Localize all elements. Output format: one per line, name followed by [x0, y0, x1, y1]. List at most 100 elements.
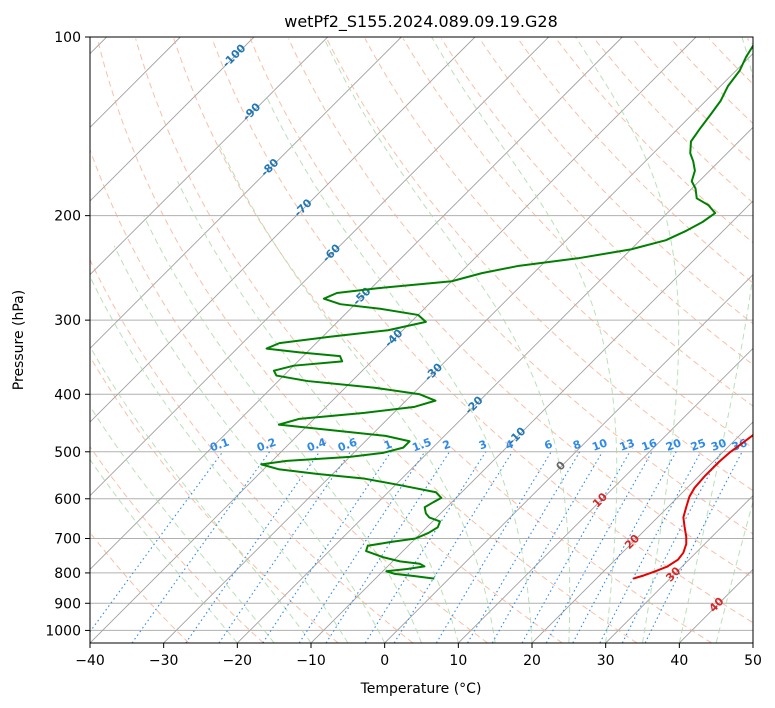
temperature-profile [632, 433, 753, 580]
isotherm-line [90, 37, 549, 497]
y-tick-label: 700 [54, 532, 81, 548]
dry-adiabat [173, 38, 712, 643]
moist-adiabat [90, 405, 275, 643]
mixing-ratio-label: 0.6 [336, 436, 359, 455]
y-tick-label: 100 [54, 30, 81, 46]
isotherm-line [163, 53, 753, 643]
mixing-ratio-label: 0.4 [305, 436, 328, 455]
isotherm-line [90, 37, 328, 276]
plot-area: 0.1 0.2 0.4 0.6 1 1.5 2 3 4 6 8 10 13 16 20 25 30 36-100-… [90, 37, 753, 643]
dry-adiabat [402, 38, 753, 407]
dewpoint-profile [260, 43, 753, 580]
x-tick-label: −20 [223, 653, 253, 669]
moist-adiabat [715, 499, 753, 643]
mixing-ratio-line [325, 451, 451, 643]
mixing-ratio-label: 10 [590, 436, 609, 454]
isotherm-line [531, 421, 753, 643]
mixing-ratio-label: 25 [689, 436, 708, 453]
mixing-ratio-line [298, 451, 426, 643]
y-tick-label: 500 [54, 445, 81, 461]
y-axis-label: Pressure (hPa) [11, 290, 27, 390]
isotherm-line [90, 37, 623, 570]
x-tick-label: −30 [149, 653, 179, 669]
mixing-ratio-line [185, 451, 321, 643]
moist-adiabat [113, 245, 386, 643]
mixing-ratio-label: 6 [543, 438, 555, 453]
dry-adiabat [326, 38, 753, 492]
x-tick-label: 20 [523, 653, 541, 669]
moist-adiabat [323, 37, 571, 643]
dry-adiabat [593, 38, 753, 204]
mixing-ratio-label: 3 [477, 438, 489, 453]
y-tick-label: 400 [54, 387, 81, 403]
plot-frame [89, 36, 754, 644]
mixing-ratio-line [262, 451, 392, 643]
x-tick-label: −40 [75, 653, 105, 669]
mixing-ratio-label: 13 [618, 436, 637, 453]
mixing-ratio-line [218, 451, 351, 643]
dry-adiabat [288, 38, 753, 535]
mixing-ratio-line [467, 451, 581, 643]
y-tick-label: 300 [54, 313, 81, 329]
mixing-ratio-label: 1.5 [410, 436, 433, 455]
mixing-ratio-line [572, 451, 677, 643]
dry-adiabat [211, 38, 753, 624]
isotherm-line [384, 274, 753, 643]
x-axis-label: Temperature (°C) [360, 681, 482, 697]
mixing-ratio-label: 0.2 [255, 436, 278, 455]
moist-adiabat [90, 345, 312, 643]
x-tick-label: 10 [449, 653, 467, 669]
x-axis: −40 −30 −20 −10 0 10 20 30 40 50 [75, 643, 762, 669]
x-tick-label: 30 [597, 653, 615, 669]
moist-adiabat [217, 141, 496, 643]
mixing-ratio-label: 1 [382, 438, 394, 453]
moist-adiabat [90, 275, 349, 643]
x-tick-label: 50 [744, 653, 762, 669]
dry-adiabat [364, 38, 753, 449]
y-axis: 100 200 300 400 500 600 700 800 900 1000 [45, 30, 90, 639]
moist-adiabat [177, 181, 459, 643]
isotherm-line [237, 126, 753, 643]
dry-adiabat [135, 38, 638, 643]
mixing-ratio-line [599, 451, 702, 643]
mixing-ratio-line [435, 451, 552, 643]
mixing-ratio-line [393, 451, 513, 643]
isotherm-line [458, 347, 753, 643]
moist-adiabat [575, 37, 680, 643]
mixing-ratio-label: 20 [664, 436, 683, 454]
x-tick-label: −10 [296, 653, 326, 669]
y-tick-label: 800 [54, 566, 81, 582]
dry-adiabat [90, 258, 414, 643]
dry-adiabat [90, 531, 190, 643]
x-tick-label: 0 [380, 653, 389, 669]
moist-adiabat [431, 37, 618, 643]
mixing-ratio-label: 2 [441, 438, 453, 453]
mixing-ratio-line [364, 451, 487, 643]
isotherm-line [90, 37, 402, 349]
isotherm-line [605, 495, 753, 643]
dry-adiabat [249, 38, 753, 579]
moist-adiabat [143, 215, 422, 643]
moist-adiabat [90, 458, 238, 643]
chart-title: wetPf2_S155.2024.089.09.19.G28 [284, 12, 558, 32]
y-tick-label: 600 [54, 492, 81, 508]
mixing-ratio-label: 30 [709, 436, 728, 454]
dry-adiabat [96, 38, 563, 643]
x-tick-label: 40 [670, 653, 688, 669]
isotherm-line [90, 37, 476, 423]
dry-adiabat [90, 445, 264, 643]
moist-adiabat [265, 94, 533, 643]
isotherm-line [90, 37, 255, 202]
y-tick-label: 1000 [45, 623, 81, 639]
mixing-ratio-label: 4 [504, 438, 516, 453]
y-tick-label: 900 [54, 596, 81, 612]
y-tick-label: 200 [54, 209, 81, 225]
mixing-ratio-label: 8 [571, 438, 583, 453]
dry-adiabat [479, 38, 753, 325]
moist-adiabat [678, 37, 753, 643]
mixing-ratio-label: 16 [640, 436, 659, 454]
mixing-ratio-label: 0.1 [208, 436, 231, 455]
dry-adiabat [632, 38, 753, 164]
